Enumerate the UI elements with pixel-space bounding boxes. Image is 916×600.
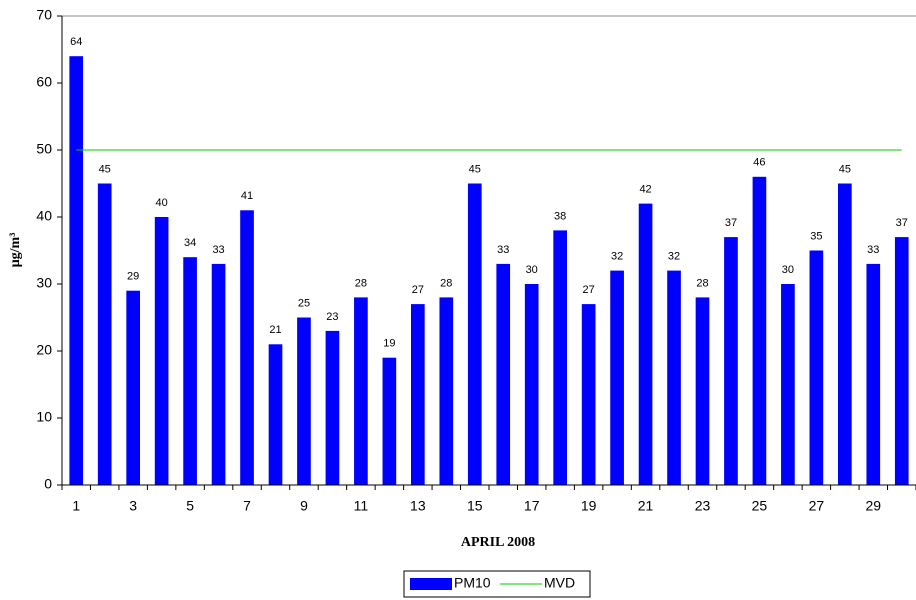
- bar: [268, 344, 283, 485]
- data-label: 30: [526, 264, 538, 276]
- x-tick-label: 19: [581, 498, 597, 514]
- x-tick-label: 25: [752, 498, 768, 514]
- data-label: 30: [782, 264, 794, 276]
- x-tick-label: 7: [243, 498, 251, 514]
- y-tick-label: 10: [36, 409, 52, 425]
- data-label: 27: [412, 284, 424, 296]
- bar: [894, 237, 909, 485]
- data-label: 33: [212, 244, 224, 256]
- data-label: 45: [99, 163, 111, 175]
- bar: [325, 330, 340, 485]
- bar: [183, 257, 197, 485]
- data-label: 35: [810, 230, 822, 242]
- bar: [610, 270, 624, 485]
- bar: [695, 297, 710, 485]
- bar: [411, 304, 425, 485]
- data-label: 19: [383, 338, 395, 350]
- bar: [496, 263, 511, 485]
- data-label: 34: [184, 237, 196, 249]
- y-tick-label: 20: [36, 342, 52, 358]
- x-tick-label: 11: [354, 498, 369, 514]
- x-tick-label: 29: [866, 498, 882, 514]
- x-tick-label: 23: [695, 498, 711, 514]
- bar: [724, 237, 738, 485]
- data-label: 33: [497, 244, 509, 256]
- x-tick-label: 13: [410, 498, 426, 514]
- bar: [154, 217, 169, 485]
- x-tick-label: 15: [467, 498, 483, 514]
- bar: [524, 284, 539, 485]
- x-tick-label: 27: [809, 498, 825, 514]
- bar: [781, 284, 795, 485]
- data-label: 41: [241, 190, 253, 202]
- bar: [553, 230, 567, 485]
- bar: [126, 290, 140, 485]
- bar: [297, 317, 311, 485]
- data-label: 37: [896, 217, 908, 229]
- bar: [97, 183, 112, 485]
- legend-label: MVD: [544, 575, 575, 591]
- x-tick-label: 21: [638, 498, 654, 514]
- legend-label: PM10: [454, 575, 491, 591]
- x-tick-label: 17: [524, 498, 540, 514]
- bar: [581, 304, 596, 485]
- data-label: 32: [668, 251, 680, 263]
- data-label: 27: [583, 284, 595, 296]
- data-label: 33: [867, 244, 879, 256]
- bar: [809, 250, 824, 485]
- x-tick-label: 1: [72, 498, 80, 514]
- data-label: 25: [298, 297, 310, 309]
- x-tick-label: 3: [129, 498, 137, 514]
- bar: [211, 263, 226, 485]
- data-label: 21: [269, 324, 281, 336]
- data-label: 28: [696, 277, 708, 289]
- bar: [866, 263, 881, 485]
- y-axis-title: µg/m³: [8, 233, 23, 268]
- y-tick-label: 50: [36, 141, 52, 157]
- data-label: 37: [725, 217, 737, 229]
- data-label: 38: [554, 210, 566, 222]
- x-tick-label: 5: [186, 498, 194, 514]
- legend: PM10 MVD: [403, 570, 591, 598]
- y-tick-label: 60: [36, 74, 52, 90]
- data-label: 40: [156, 197, 168, 209]
- y-tick-label: 70: [36, 7, 52, 23]
- bar: [354, 297, 368, 485]
- y-tick-label: 40: [36, 208, 52, 224]
- data-label: 28: [355, 277, 367, 289]
- data-label: 28: [440, 277, 452, 289]
- bar: [69, 56, 84, 485]
- data-label: 45: [839, 163, 851, 175]
- data-label: 64: [70, 36, 82, 48]
- x-axis-title: APRIL 2008: [461, 535, 535, 550]
- bar: [240, 210, 254, 486]
- bar: [838, 183, 852, 485]
- legend-swatch: [410, 578, 452, 590]
- bar: [638, 203, 653, 485]
- data-label: 29: [127, 271, 139, 283]
- bar: [752, 176, 767, 486]
- y-tick-label: 0: [44, 476, 52, 492]
- bar: [467, 183, 482, 485]
- y-tick-label: 30: [36, 275, 52, 291]
- data-label: 42: [639, 184, 651, 196]
- data-label: 45: [469, 163, 481, 175]
- data-label: 46: [753, 157, 765, 169]
- legend-box: [403, 570, 591, 598]
- x-tick-label: 9: [300, 498, 308, 514]
- data-label: 23: [326, 311, 338, 323]
- data-label: 32: [611, 251, 623, 263]
- bar: [667, 270, 681, 485]
- bar: [382, 357, 397, 485]
- bar: [439, 297, 454, 485]
